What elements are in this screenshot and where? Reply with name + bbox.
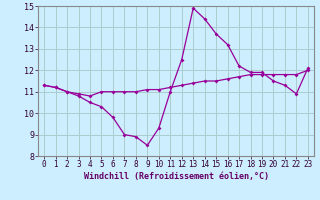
X-axis label: Windchill (Refroidissement éolien,°C): Windchill (Refroidissement éolien,°C) (84, 172, 268, 181)
